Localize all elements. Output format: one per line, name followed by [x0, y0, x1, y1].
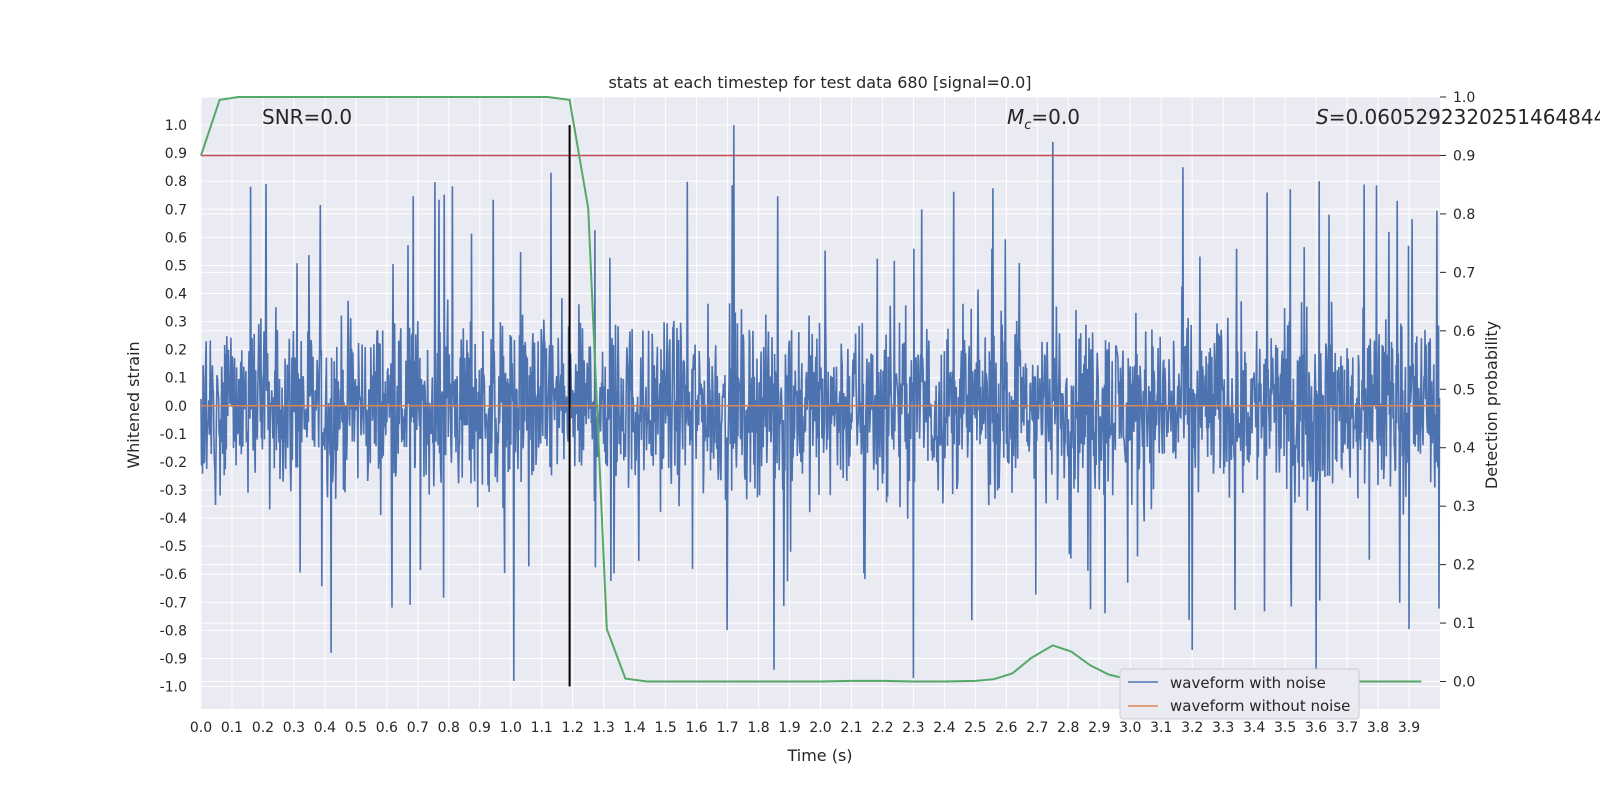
- x-tick-label: 1.3: [593, 720, 615, 736]
- x-tick-label: 0.7: [407, 720, 429, 736]
- x-tick-label: 1.6: [685, 720, 707, 736]
- chirp-mass-value: =0.0: [1031, 105, 1080, 129]
- legend-box: [1119, 668, 1360, 720]
- left-y-tick-label: 0.1: [165, 371, 187, 387]
- right-y-tick-label: 0.4: [1453, 441, 1475, 457]
- chirp-mass-subscript: c: [1024, 118, 1031, 133]
- x-tick-label: 3.4: [1243, 720, 1265, 736]
- x-tick-label: 2.1: [840, 720, 862, 736]
- right-y-tick-labels: 1.0 0.9 0.8 0.7 0.6 0.5 0.4 0.3 0.2 0.1 0.0: [1440, 90, 1475, 691]
- left-y-tick-label: 0.0: [165, 399, 187, 415]
- x-tick-label: 3.8: [1367, 720, 1389, 736]
- x-tick-label: 0.3: [283, 720, 305, 736]
- x-tick-label: 1.8: [747, 720, 769, 736]
- x-tick-label: 0.6: [376, 720, 398, 736]
- x-tick-label: 0.0: [190, 720, 212, 736]
- x-tick-label: 2.0: [809, 720, 831, 736]
- x-tick-label: 2.4: [933, 720, 955, 736]
- x-tick-label: 0.9: [469, 720, 491, 736]
- x-tick-label: 3.1: [1150, 720, 1172, 736]
- left-y-tick-label: -1.0: [160, 680, 187, 696]
- x-tick-label: 1.0: [500, 720, 522, 736]
- s-value: =0.0605292320251464844: [1329, 105, 1600, 129]
- left-y-tick-label: -0.5: [160, 539, 187, 555]
- left-y-tick-label: 0.2: [165, 343, 187, 359]
- left-y-tick-label: -0.8: [160, 623, 187, 639]
- x-tick-label: 2.3: [902, 720, 924, 736]
- x-tick-label: 2.2: [871, 720, 893, 736]
- x-tick-label: 2.5: [964, 720, 986, 736]
- x-tick-label: 3.6: [1305, 720, 1327, 736]
- x-tick-label: 3.2: [1181, 720, 1203, 736]
- left-y-tick-label: 0.5: [165, 258, 187, 274]
- left-y-tick-label: -0.2: [160, 455, 187, 471]
- x-tick-label: 3.7: [1336, 720, 1358, 736]
- x-tick-label: 2.9: [1088, 720, 1110, 736]
- x-tick-label: 1.1: [531, 720, 553, 736]
- x-tick-label: 3.9: [1398, 720, 1420, 736]
- chart-title: stats at each timestep for test data 680…: [608, 73, 1031, 92]
- left-y-tick-label: 0.3: [165, 315, 187, 331]
- left-y-tick-label: -0.6: [160, 567, 187, 583]
- x-tick-label: 0.1: [221, 720, 243, 736]
- right-y-tick-label: 0.7: [1453, 265, 1475, 281]
- x-tick-label: 2.6: [995, 720, 1017, 736]
- x-tick-label: 3.5: [1274, 720, 1296, 736]
- noisy-waveform-trace: [200, 125, 1441, 681]
- legend-label-clean: waveform without noise: [1170, 697, 1350, 715]
- left-y-tick-label: 1.0: [165, 118, 187, 134]
- right-y-tick-label: 0.6: [1453, 324, 1475, 340]
- left-y-tick-label: -0.1: [160, 427, 187, 443]
- x-tick-label: 0.8: [438, 720, 460, 736]
- x-tick-label: 3.0: [1119, 720, 1141, 736]
- legend: waveform with noise waveform without noi…: [1119, 668, 1360, 720]
- left-y-tick-label: -0.3: [160, 483, 187, 499]
- right-y-tick-label: 0.8: [1453, 207, 1475, 223]
- left-y-tick-label: 0.9: [165, 146, 187, 162]
- legend-label-noisy: waveform with noise: [1170, 674, 1326, 692]
- s-symbol: S: [1316, 105, 1329, 129]
- x-tick-labels: 0.0 0.1 0.2 0.3 0.4 0.5 0.6 0.7 0.8 0.9 1.0 1.1 1.2 1…: [190, 720, 1420, 736]
- chirp-mass-symbol: M: [1007, 105, 1024, 129]
- right-y-tick-label: 0.2: [1453, 558, 1475, 574]
- x-tick-label: 1.2: [562, 720, 584, 736]
- left-y-axis-label: Whitened strain: [124, 341, 143, 468]
- x-tick-label: 3.3: [1212, 720, 1234, 736]
- x-tick-label: 2.8: [1057, 720, 1079, 736]
- x-tick-label: 1.9: [778, 720, 800, 736]
- x-tick-label: 2.7: [1026, 720, 1048, 736]
- left-y-tick-label: 0.8: [165, 174, 187, 190]
- right-y-tick-label: 1.0: [1453, 90, 1475, 106]
- snr-annotation: SNR=0.0: [262, 105, 352, 129]
- chirp-mass-annotation: Mc=0.0: [1007, 105, 1080, 133]
- right-y-axis-label: Detection probability: [1482, 321, 1501, 489]
- right-y-tick-label: 0.0: [1453, 675, 1475, 691]
- left-y-tick-label: 0.4: [165, 287, 187, 303]
- right-y-tick-label: 0.3: [1453, 499, 1475, 515]
- series-waveform-with-noise: [200, 125, 1441, 681]
- x-tick-label: 0.4: [314, 720, 336, 736]
- right-y-tick-label: 0.9: [1453, 148, 1475, 164]
- x-tick-label: 1.4: [624, 720, 646, 736]
- x-tick-label: 1.7: [716, 720, 738, 736]
- left-y-tick-label: 0.6: [165, 230, 187, 246]
- left-y-tick-label: 0.7: [165, 202, 187, 218]
- left-y-tick-labels: 1.0 0.9 0.8 0.7 0.6 0.5 0.4 0.3 0.2 0.1 0.0 -0.1 -0.…: [160, 118, 187, 695]
- right-y-tick-label: 0.1: [1453, 616, 1475, 632]
- s-annotation: S=0.0605292320251464844: [1316, 105, 1600, 129]
- right-y-tick-label: 0.5: [1453, 382, 1475, 398]
- left-y-tick-label: -0.4: [160, 511, 187, 527]
- left-y-tick-label: -0.9: [160, 651, 187, 667]
- x-tick-label: 0.5: [345, 720, 367, 736]
- x-tick-label: 0.2: [252, 720, 274, 736]
- x-axis-label: Time (s): [786, 746, 852, 765]
- x-tick-label: 1.5: [654, 720, 676, 736]
- left-y-tick-label: -0.7: [160, 595, 187, 611]
